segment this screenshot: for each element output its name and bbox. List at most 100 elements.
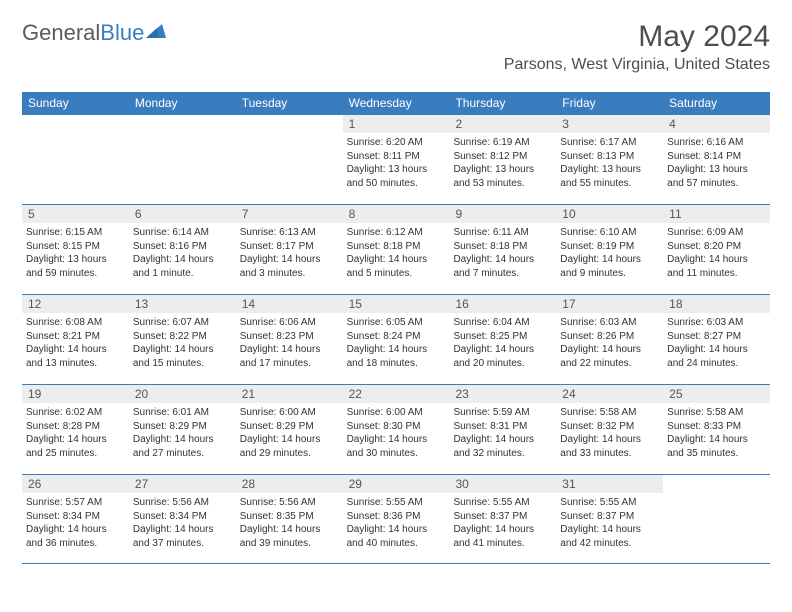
day-header-wednesday: Wednesday (343, 92, 450, 114)
day-number: 21 (236, 385, 343, 403)
day-cell: 15Sunrise: 6:05 AMSunset: 8:24 PMDayligh… (343, 294, 450, 384)
sunrise-text: Sunrise: 6:15 AM (26, 226, 125, 240)
sunrise-text: Sunrise: 6:14 AM (133, 226, 232, 240)
sunset-text: Sunset: 8:12 PM (453, 150, 552, 164)
day-info: Sunrise: 6:03 AMSunset: 8:27 PMDaylight:… (663, 316, 770, 370)
sunrise-text: Sunrise: 6:20 AM (347, 136, 446, 150)
day-cell: 9Sunrise: 6:11 AMSunset: 8:18 PMDaylight… (449, 204, 556, 294)
day-cell: 5Sunrise: 6:15 AMSunset: 8:15 PMDaylight… (22, 204, 129, 294)
daylight-text: Daylight: 14 hours and 39 minutes. (240, 523, 339, 550)
day-info: Sunrise: 6:08 AMSunset: 8:21 PMDaylight:… (22, 316, 129, 370)
day-number: 1 (343, 115, 450, 133)
sunrise-text: Sunrise: 5:58 AM (560, 406, 659, 420)
sunset-text: Sunset: 8:26 PM (560, 330, 659, 344)
day-number: 6 (129, 205, 236, 223)
day-number: 13 (129, 295, 236, 313)
day-cell: 12 Sunrise: 6:08 AMSunset: 8:21 PMDayligh… (22, 294, 129, 384)
sunrise-text: Sunrise: 6:05 AM (347, 316, 446, 330)
day-info: Sunrise: 5:55 AMSunset: 8:37 PMDaylight:… (449, 496, 556, 550)
daylight-text: Daylight: 14 hours and 42 minutes. (560, 523, 659, 550)
daylight-text: Daylight: 14 hours and 22 minutes. (560, 343, 659, 370)
sunrise-text: Sunrise: 6:07 AM (133, 316, 232, 330)
day-cell: 8Sunrise: 6:12 AMSunset: 8:18 PMDaylight… (343, 204, 450, 294)
daylight-text: Daylight: 13 hours and 55 minutes. (560, 163, 659, 190)
month-year-title: May 2024 (504, 20, 770, 54)
day-cell: 26 Sunrise: 5:57 AMSunset: 8:34 PMDayligh… (22, 474, 129, 564)
empty-cell (22, 114, 129, 204)
sunrise-text: Sunrise: 6:03 AM (667, 316, 766, 330)
day-cell: 14Sunrise: 6:06 AMSunset: 8:23 PMDayligh… (236, 294, 343, 384)
day-number: 10 (556, 205, 663, 223)
sunrise-text: Sunrise: 6:00 AM (240, 406, 339, 420)
sunset-text: Sunset: 8:14 PM (667, 150, 766, 164)
sunset-text: Sunset: 8:33 PM (667, 420, 766, 434)
day-number: 22 (343, 385, 450, 403)
day-number: 4 (663, 115, 770, 133)
day-info: Sunrise: 6:12 AMSunset: 8:18 PMDaylight:… (343, 226, 450, 280)
day-info: Sunrise: 6:02 AMSunset: 8:28 PMDaylight:… (22, 406, 129, 460)
sunrise-text: Sunrise: 6:04 AM (453, 316, 552, 330)
empty-cell (236, 114, 343, 204)
day-number: 26 (22, 475, 129, 493)
day-cell: 11Sunrise: 6:09 AMSunset: 8:20 PMDayligh… (663, 204, 770, 294)
daylight-text: Daylight: 13 hours and 50 minutes. (347, 163, 446, 190)
day-info: Sunrise: 6:04 AMSunset: 8:25 PMDaylight:… (449, 316, 556, 370)
daylight-text: Daylight: 13 hours and 57 minutes. (667, 163, 766, 190)
daylight-text: Daylight: 14 hours and 5 minutes. (347, 253, 446, 280)
day-info: Sunrise: 5:57 AMSunset: 8:34 PMDaylight:… (22, 496, 129, 550)
day-number: 27 (129, 475, 236, 493)
week-row: 12Sunrise: 6:08 AMSunset: 8:21 PMDayligh… (22, 294, 770, 384)
daylight-text: Daylight: 14 hours and 36 minutes. (26, 523, 125, 550)
sunrise-text: Sunrise: 5:56 AM (133, 496, 232, 510)
day-cell: 18Sunrise: 6:03 AMSunset: 8:27 PMDayligh… (663, 294, 770, 384)
sunrise-text: Sunrise: 5:55 AM (453, 496, 552, 510)
sunset-text: Sunset: 8:13 PM (560, 150, 659, 164)
sunset-text: Sunset: 8:37 PM (453, 510, 552, 524)
logo-text-general: General (22, 20, 100, 45)
day-header-row: SundayMondayTuesdayWednesdayThursdayFrid… (22, 92, 770, 114)
day-info: Sunrise: 5:56 AMSunset: 8:35 PMDaylight:… (236, 496, 343, 550)
day-info: Sunrise: 6:07 AMSunset: 8:22 PMDaylight:… (129, 316, 236, 370)
sunset-text: Sunset: 8:34 PM (133, 510, 232, 524)
week-row: 1Sunrise: 6:20 AMSunset: 8:11 PMDaylight… (22, 114, 770, 204)
sunrise-text: Sunrise: 6:08 AM (26, 316, 125, 330)
day-number: 30 (449, 475, 556, 493)
day-header-sunday: Sunday (22, 92, 129, 114)
day-info: Sunrise: 6:11 AMSunset: 8:18 PMDaylight:… (449, 226, 556, 280)
day-number: 20 (129, 385, 236, 403)
day-number: 17 (556, 295, 663, 313)
day-info: Sunrise: 5:58 AMSunset: 8:33 PMDaylight:… (663, 406, 770, 460)
sunset-text: Sunset: 8:23 PM (240, 330, 339, 344)
logo-sail-icon (146, 24, 166, 38)
day-info: Sunrise: 6:05 AMSunset: 8:24 PMDaylight:… (343, 316, 450, 370)
day-cell: 6 Sunrise: 6:14 AMSunset: 8:16 PMDaylight… (129, 204, 236, 294)
day-info: Sunrise: 5:58 AMSunset: 8:32 PMDaylight:… (556, 406, 663, 460)
daylight-text: Daylight: 14 hours and 3 minutes. (240, 253, 339, 280)
sunset-text: Sunset: 8:29 PM (133, 420, 232, 434)
logo-text-blue: Blue (100, 20, 144, 45)
sunset-text: Sunset: 8:36 PM (347, 510, 446, 524)
day-info: Sunrise: 5:59 AMSunset: 8:31 PMDaylight:… (449, 406, 556, 460)
day-number: 2 (449, 115, 556, 133)
daylight-text: Daylight: 14 hours and 15 minutes. (133, 343, 232, 370)
sunset-text: Sunset: 8:37 PM (560, 510, 659, 524)
day-number: 28 (236, 475, 343, 493)
daylight-text: Daylight: 14 hours and 7 minutes. (453, 253, 552, 280)
day-cell: 23Sunrise: 5:59 AMSunset: 8:31 PMDayligh… (449, 384, 556, 474)
day-header-friday: Friday (556, 92, 663, 114)
daylight-text: Daylight: 13 hours and 53 minutes. (453, 163, 552, 190)
daylight-text: Daylight: 14 hours and 40 minutes. (347, 523, 446, 550)
sunrise-text: Sunrise: 6:11 AM (453, 226, 552, 240)
day-cell: 29Sunrise: 5:55 AMSunset: 8:36 PMDayligh… (343, 474, 450, 564)
sunset-text: Sunset: 8:32 PM (560, 420, 659, 434)
day-info: Sunrise: 6:01 AMSunset: 8:29 PMDaylight:… (129, 406, 236, 460)
sunset-text: Sunset: 8:21 PM (26, 330, 125, 344)
day-cell: 27Sunrise: 5:56 AMSunset: 8:34 PMDayligh… (129, 474, 236, 564)
sunset-text: Sunset: 8:16 PM (133, 240, 232, 254)
day-info: Sunrise: 6:14 AMSunset: 8:16 PMDaylight:… (129, 226, 236, 280)
day-cell: 1Sunrise: 6:20 AMSunset: 8:11 PMDaylight… (343, 114, 450, 204)
day-number: 12 (22, 295, 129, 313)
sunset-text: Sunset: 8:30 PM (347, 420, 446, 434)
sunrise-text: Sunrise: 6:03 AM (560, 316, 659, 330)
daylight-text: Daylight: 14 hours and 24 minutes. (667, 343, 766, 370)
